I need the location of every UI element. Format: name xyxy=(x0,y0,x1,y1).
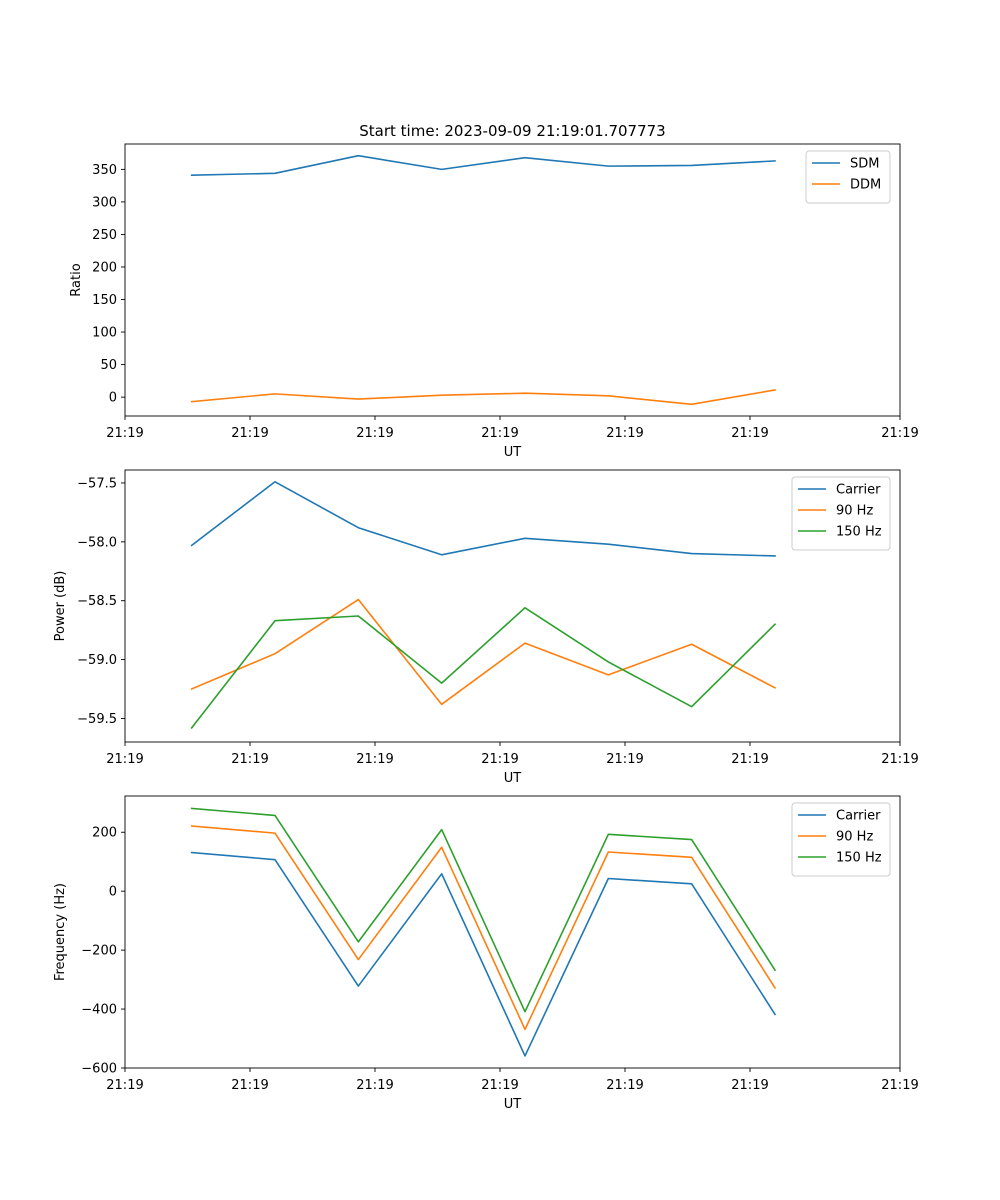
axes-frame xyxy=(124,795,901,1069)
series-line-carrier xyxy=(190,851,777,1057)
legend-label-150-hz: 150 Hz xyxy=(836,525,882,540)
y-tick-label: 50 xyxy=(100,358,117,373)
legend-label-carrier: Carrier xyxy=(836,483,881,498)
legend-label-sdm: SDM xyxy=(850,157,879,172)
axes-frame xyxy=(124,469,901,743)
y-tick-label: 300 xyxy=(92,195,117,210)
x-tick-label: 21:19 xyxy=(481,426,518,441)
x-tick-label: 21:19 xyxy=(481,1078,518,1093)
y-tick-label: 0 xyxy=(109,885,117,900)
y-tick-label: 100 xyxy=(92,326,117,341)
x-tick-label: 21:19 xyxy=(106,1078,143,1093)
x-tick-label: 21:19 xyxy=(481,752,518,767)
series-line-carrier xyxy=(190,480,776,557)
legend-box xyxy=(805,150,891,204)
x-tick-label: 21:19 xyxy=(731,1078,768,1093)
y-tick-label: 200 xyxy=(92,826,117,841)
x-tick-label: 21:19 xyxy=(881,752,918,767)
x-tick-label: 21:19 xyxy=(731,426,768,441)
x-axis-label: UT xyxy=(504,771,522,786)
legend-label-90-hz: 90 Hz xyxy=(836,504,873,519)
legend-label-ddm: DDM xyxy=(850,178,881,193)
x-tick-label: 21:19 xyxy=(106,426,143,441)
x-tick-label: 21:19 xyxy=(231,752,268,767)
y-tick-label: −58.0 xyxy=(77,535,117,550)
legend: Carrier 90 Hz 150 Hz xyxy=(791,802,891,877)
y-tick-label: 150 xyxy=(92,293,117,308)
x-axis-label: UT xyxy=(504,1097,522,1112)
subplot-3: 21:19 21:19 21:19 21:19 21:19 21:19 21:19−600−… xyxy=(53,795,919,1112)
axes-frame xyxy=(124,143,901,417)
y-axis-label: Frequency (Hz) xyxy=(53,883,68,981)
x-tick-label: 21:19 xyxy=(881,426,918,441)
y-tick-label: −57.5 xyxy=(77,476,117,491)
y-tick-label: 250 xyxy=(92,228,117,243)
y-tick-label: −59.0 xyxy=(77,653,117,668)
legend-label-carrier: Carrier xyxy=(836,809,881,824)
chart-title: Start time: 2023-09-09 21:19:01.707773 xyxy=(359,122,665,140)
y-tick-label: 350 xyxy=(92,163,117,178)
y-axis-label: Ratio xyxy=(69,263,84,296)
x-tick-label: 21:19 xyxy=(881,1078,918,1093)
charts-container: 21:19 21:19 21:19 21:19 21:19 21:19 21:19 0 50 10… xyxy=(53,122,919,1112)
series-line-ddm xyxy=(190,389,776,406)
legend-label-90-hz: 90 Hz xyxy=(836,830,873,845)
x-tick-label: 21:19 xyxy=(356,426,393,441)
y-tick-label: −600 xyxy=(81,1062,117,1077)
x-tick-label: 21:19 xyxy=(606,426,643,441)
y-tick-label: −400 xyxy=(81,1003,117,1018)
y-tick-label: −200 xyxy=(81,944,117,959)
series-line-150-hz xyxy=(190,606,777,729)
x-tick-label: 21:19 xyxy=(731,752,768,767)
series-line-90-hz xyxy=(190,825,777,1031)
x-tick-label: 21:19 xyxy=(356,1078,393,1093)
subplot-2: 21:19 21:19 21:19 21:19 21:19 21:19 21:19 −59.5… xyxy=(53,469,919,786)
x-tick-label: 21:19 xyxy=(606,1078,643,1093)
y-tick-label: 200 xyxy=(92,260,117,275)
x-tick-label: 21:19 xyxy=(231,426,268,441)
x-tick-label: 21:19 xyxy=(606,752,643,767)
y-tick-label: −59.5 xyxy=(77,712,117,727)
series-line-150-hz xyxy=(190,807,777,1013)
series-line-sdm xyxy=(190,154,776,177)
series-line-90-hz xyxy=(190,598,777,706)
x-axis-label: UT xyxy=(504,445,522,460)
legend-label-150-hz: 150 Hz xyxy=(836,851,882,866)
x-tick-label: 21:19 xyxy=(356,752,393,767)
x-tick-label: 21:19 xyxy=(231,1078,268,1093)
y-tick-label: 0 xyxy=(109,391,117,406)
y-tick-label: −58.5 xyxy=(77,594,117,609)
subplot-1: 21:19 21:19 21:19 21:19 21:19 21:19 21:19 0 50 10… xyxy=(69,122,919,460)
y-axis-label: Power (dB) xyxy=(53,571,68,642)
x-tick-label: 21:19 xyxy=(106,752,143,767)
legend: Carrier 90 Hz 150 Hz xyxy=(791,476,891,551)
legend: SDM DDM xyxy=(805,150,891,204)
